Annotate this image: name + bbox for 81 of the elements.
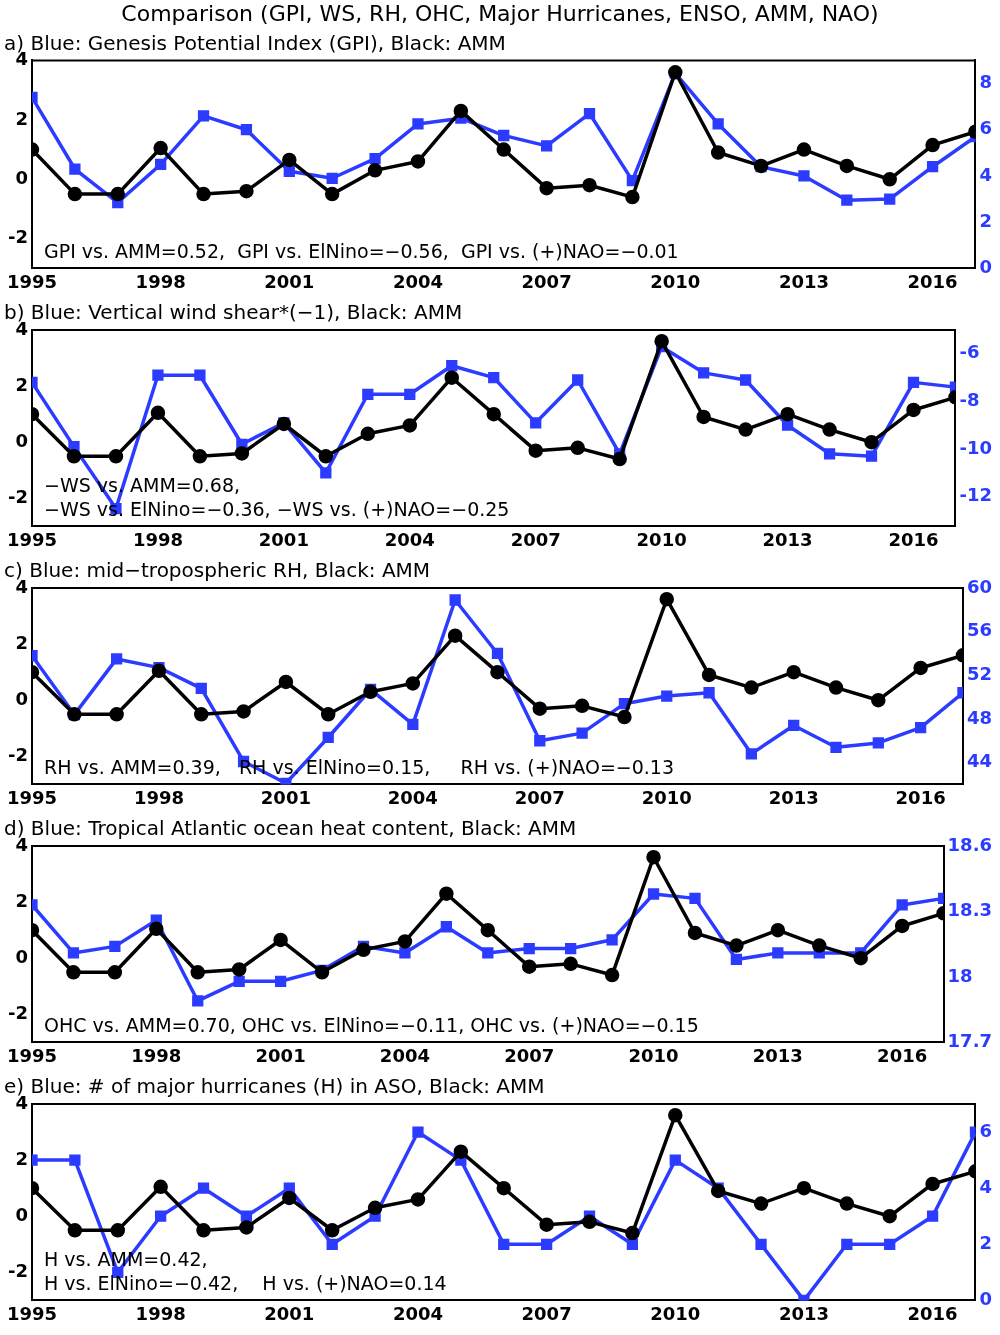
y2-tick-label: 2: [979, 209, 993, 231]
annotation: OHC vs. AMM=0.70, OHC vs. ElNino=−0.11, OHC vs. (+)NAO=−0.15: [44, 1013, 699, 1036]
y-tick-label: -2: [8, 744, 28, 766]
y2-tick-label: 44: [966, 750, 993, 772]
y-tick-label: -2: [8, 226, 28, 248]
x-tick-label: 2007: [510, 528, 561, 550]
y2-tick-label: -6: [959, 341, 980, 363]
y-tick-label: 0: [15, 687, 28, 709]
y2-tick-label: 56: [966, 619, 993, 641]
y-tick-label: -2: [8, 1260, 28, 1282]
y2-tick-label: 4: [979, 1175, 993, 1197]
y2-tick-label: 6: [979, 117, 993, 139]
y-tick-label: 2: [15, 1147, 28, 1169]
x-tick-label: 2004: [379, 1044, 430, 1066]
chart-title: Comparison (GPI, WS, RH, OHC, Major Hurricanes, ENSO, AMM, NAO): [121, 0, 879, 26]
y-tick-label: 2: [15, 631, 28, 653]
x-tick-label: 2007: [504, 1044, 555, 1066]
x-tick-label: 2010: [650, 1302, 701, 1324]
x-tick-label: 1998: [131, 1044, 182, 1066]
x-tick-label: 2016: [895, 786, 946, 808]
y-tick-label: 0: [15, 429, 28, 451]
y2-tick-label: -10: [959, 436, 993, 458]
x-tick-label: 2013: [778, 270, 829, 292]
x-tick-label: 2001: [255, 1044, 306, 1066]
x-tick-label: 1995: [6, 528, 58, 550]
y-tick-label: 0: [15, 945, 28, 967]
y-tick-label: 2: [15, 889, 28, 911]
y2-tick-label: 52: [966, 662, 993, 684]
x-tick-label: 2001: [260, 786, 311, 808]
x-tick-label: 2010: [636, 528, 687, 550]
y2-tick-label: 6: [979, 1119, 993, 1141]
y2-tick-label: 48: [966, 706, 993, 728]
y-tick-label: 2: [15, 107, 28, 129]
x-tick-label: 1998: [135, 270, 186, 292]
y2-tick-label: -8: [959, 389, 980, 411]
x-tick-label: 1998: [132, 528, 183, 550]
x-tick-label: 2016: [877, 1044, 928, 1066]
annotation: GPI vs. AMM=0.52, GPI vs. ElNino=−0.56, GPI vs. (+)NAO=−0.01: [44, 239, 679, 262]
y2-tick-label: 2: [979, 1231, 993, 1253]
x-tick-label: 2004: [384, 528, 435, 550]
y-tick-label: -2: [8, 486, 28, 508]
y2-tick-label: 0: [979, 256, 993, 278]
x-tick-label: 2010: [641, 786, 692, 808]
x-tick-label: 2007: [521, 270, 572, 292]
x-tick-label: 2004: [392, 270, 444, 292]
y-tick-label: 2: [15, 373, 28, 395]
x-tick-label: 2010: [628, 1044, 679, 1066]
x-tick-label: 1995: [6, 1044, 58, 1066]
y-tick-label: -2: [8, 1002, 28, 1024]
y2-tick-label: 18: [947, 964, 973, 986]
y2-tick-label: 17.7: [947, 1030, 993, 1052]
x-tick-label: 1995: [6, 1302, 58, 1324]
y2-tick-label: 18.6: [947, 833, 993, 855]
annotation: H vs. ElNino=−0.42, H vs. (+)NAO=0.14: [44, 1271, 447, 1294]
x-tick-label: 2010: [650, 270, 701, 292]
x-tick-label: 2001: [258, 528, 309, 550]
x-tick-label: 1998: [133, 786, 184, 808]
x-tick-label: 2013: [768, 786, 819, 808]
x-tick-label: 2016: [907, 1302, 958, 1324]
x-tick-label: 2013: [752, 1044, 803, 1066]
y2-tick-label: 18.3: [947, 899, 993, 921]
y-tick-label: 0: [15, 166, 28, 188]
y-tick-label: 0: [15, 1203, 28, 1225]
x-tick-label: 2013: [778, 1302, 829, 1324]
y2-tick-label: 0: [979, 1288, 993, 1310]
x-tick-label: 2013: [762, 528, 813, 550]
x-tick-label: 2001: [264, 1302, 315, 1324]
x-tick-label: 2007: [521, 1302, 572, 1324]
x-tick-label: 2007: [514, 786, 565, 808]
x-tick-label: 1998: [135, 1302, 186, 1324]
x-tick-label: 2004: [392, 1302, 444, 1324]
x-tick-label: 2001: [264, 270, 315, 292]
x-tick-label: 2016: [907, 270, 958, 292]
y2-tick-label: 8: [979, 71, 993, 93]
y2-tick-label: 60: [966, 575, 993, 597]
x-tick-label: 1995: [6, 786, 58, 808]
x-tick-label: 2004: [387, 786, 438, 808]
y2-tick-label: 4: [979, 163, 993, 185]
y2-tick-label: -12: [959, 484, 993, 506]
x-tick-label: 1995: [6, 270, 58, 292]
x-tick-label: 2016: [888, 528, 939, 550]
